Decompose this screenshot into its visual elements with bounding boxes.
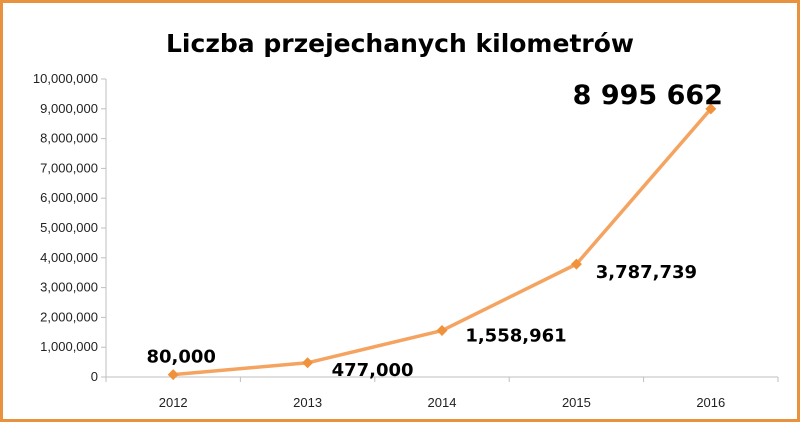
y-tick-label: 10,000,000	[33, 71, 98, 86]
y-tick-label: 2,000,000	[40, 309, 98, 324]
data-point-2016	[705, 103, 717, 115]
y-tick-label: 5,000,000	[40, 220, 98, 235]
y-tick-label: 7,000,000	[40, 160, 98, 175]
data-labels: 80,000 477,000 1,558,961 3,787,739 8 995 662	[146, 80, 722, 381]
data-label-2016: 8 995 662	[573, 80, 723, 111]
x-tick-label: 2013	[293, 395, 322, 410]
x-tick-label: 2012	[159, 395, 188, 410]
x-tick-label: 2016	[696, 395, 725, 410]
x-tick-label: 2014	[428, 395, 457, 410]
y-tick-label: 3,000,000	[40, 280, 98, 295]
y-tick-label: 6,000,000	[40, 190, 98, 205]
chart-title: Liczba przejechanych kilometrów	[166, 29, 634, 58]
y-tick-label: 1,000,000	[40, 339, 98, 354]
y-tick-label: 9,000,000	[40, 101, 98, 116]
y-tick-label: 8,000,000	[40, 131, 98, 146]
data-point-2014	[436, 325, 448, 337]
data-label-2014: 1,558,961	[465, 326, 566, 347]
x-tick-label: 2015	[562, 395, 591, 410]
data-point-2012	[167, 369, 179, 381]
data-point-2015	[570, 258, 582, 270]
y-tick-label: 4,000,000	[40, 250, 98, 265]
data-point-2013	[302, 357, 314, 369]
y-axis: 0 1,000,000 2,000,000 3,000,000 4,000,000 5,0…	[33, 71, 107, 384]
y-tick-label: 0	[91, 369, 98, 384]
series-line	[167, 103, 717, 381]
data-label-2015: 3,787,739	[596, 262, 697, 283]
data-label-2013: 477,000	[332, 360, 414, 381]
x-axis: 2012 2013 2014 2015 2016	[105, 376, 779, 410]
data-label-2012: 80,000	[146, 347, 215, 368]
